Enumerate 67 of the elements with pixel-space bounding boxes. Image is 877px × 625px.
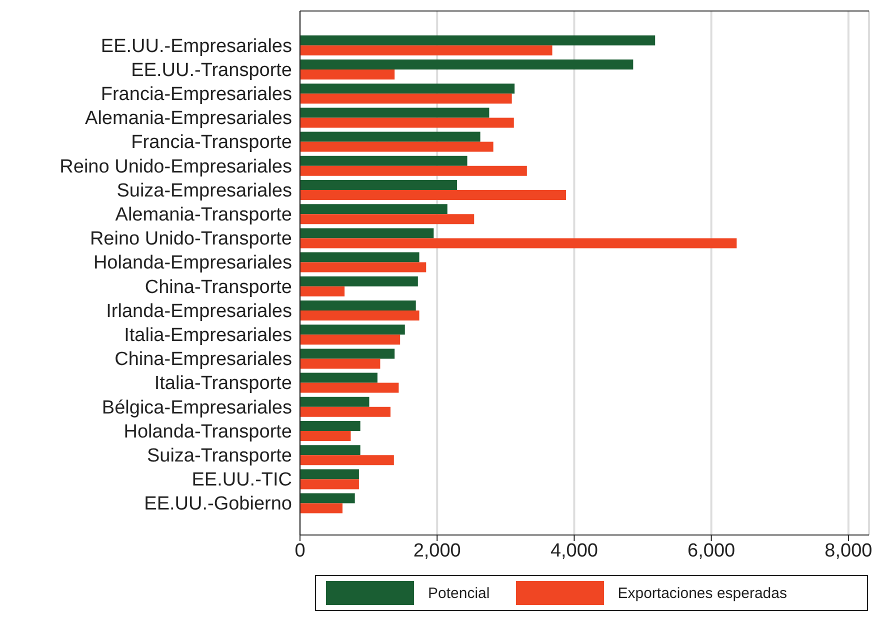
bar <box>300 35 656 46</box>
bar <box>300 300 416 311</box>
y-tick-label: EE.UU.-Gobierno <box>144 494 292 515</box>
bar <box>300 455 394 466</box>
bar <box>300 228 434 238</box>
bar <box>300 431 351 442</box>
bar <box>300 286 345 296</box>
y-tick-label: EE.UU.-Empresariales <box>100 36 292 57</box>
y-tick-label: Francia-Empresariales <box>100 84 292 105</box>
bar <box>300 493 355 504</box>
bar <box>300 324 405 335</box>
bar <box>300 372 378 383</box>
y-tick-label: Alemania-Empresariales <box>85 108 292 130</box>
bar <box>300 142 494 152</box>
bar <box>300 406 390 417</box>
bar <box>300 479 359 490</box>
bar <box>300 180 457 190</box>
bar <box>300 421 360 432</box>
bar <box>300 348 395 359</box>
y-tick-label: Italia-Empresariales <box>124 324 292 346</box>
y-tick-label: Alemania-Transporte <box>115 204 292 226</box>
bar <box>300 45 552 56</box>
x-tick-label: 2,000 <box>413 540 461 562</box>
bar <box>300 382 399 393</box>
y-tick-label: EE.UU.-TIC <box>192 470 292 491</box>
bar <box>300 60 634 70</box>
x-tick-label: 4,000 <box>550 540 598 562</box>
bar <box>300 214 474 224</box>
y-tick-label: Bélgica-Empresariales <box>102 397 292 418</box>
y-tick-label: Reino Unido-Transporte <box>90 228 292 250</box>
bar <box>300 204 448 214</box>
bar <box>300 94 512 104</box>
bar <box>300 190 566 200</box>
bar <box>300 396 370 407</box>
bar <box>300 276 418 286</box>
y-tick-label: Holanda-Empresariales <box>93 252 292 274</box>
x-tick-label: 0 <box>294 540 306 562</box>
bar <box>300 132 480 142</box>
y-tick-label: Reino Unido-Empresariales <box>60 156 292 178</box>
y-tick-label: Italia-Transporte <box>154 373 292 394</box>
bar <box>300 238 737 248</box>
y-tick-label: Francia-Transporte <box>131 132 292 154</box>
y-tick-label: Holanda-Transporte <box>124 421 292 442</box>
bar <box>300 70 395 80</box>
bar <box>300 445 360 456</box>
bar <box>300 252 420 262</box>
text: Exportaciones esperadas <box>618 584 787 602</box>
bar <box>300 469 359 480</box>
y-tick-label: Suiza-Empresariales <box>116 180 292 202</box>
bar <box>300 358 380 369</box>
bar <box>300 166 527 176</box>
bar <box>300 84 515 94</box>
bar <box>300 262 426 272</box>
bar <box>300 334 400 345</box>
y-tick-label: China-Empresariales <box>114 349 292 370</box>
bar <box>300 108 490 118</box>
bar <box>300 310 420 321</box>
bar <box>300 503 343 514</box>
text: Potencial <box>428 584 490 602</box>
y-tick-label: China-Transporte <box>144 276 292 298</box>
y-tick-label: Suiza-Transporte <box>146 445 292 466</box>
x-tick-label: 8,000 <box>824 540 872 562</box>
x-tick-label: 6,000 <box>688 540 736 562</box>
bar <box>300 118 514 128</box>
y-tick-label: EE.UU.-Transporte <box>131 60 292 81</box>
bar <box>300 156 468 166</box>
y-tick-label: Irlanda-Empresariales <box>106 300 292 322</box>
